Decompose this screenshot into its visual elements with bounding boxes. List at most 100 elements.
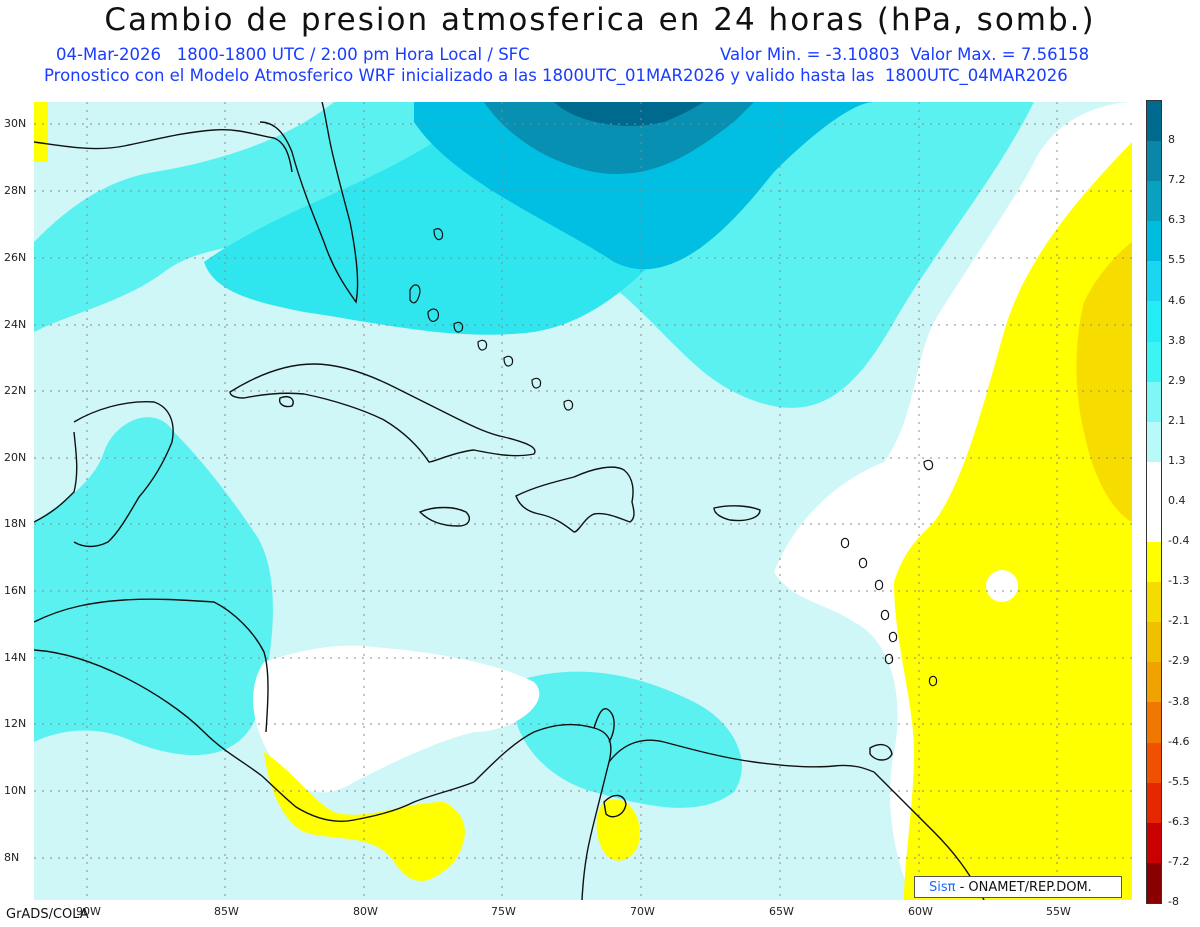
yellow-region-east [894, 142, 1132, 900]
jamaica [418, 506, 470, 527]
lon-label-70w: 70W [630, 905, 655, 918]
central-america [34, 649, 475, 822]
lon-label-85w: 85W [214, 905, 239, 918]
colorbar-label: 5.5 [1168, 253, 1186, 267]
yellow-region-panama [264, 752, 465, 881]
map-canvas [34, 102, 1132, 900]
colorbar-swatch [1147, 782, 1161, 823]
lon-grid [86, 102, 1058, 900]
map-subtitle-validity: 04-Mar-2026 1800-1800 UTC / 2:00 pm Hora… [56, 45, 1089, 64]
colorbar-label: 0.4 [1168, 494, 1186, 507]
colorbar-swatch [1147, 381, 1161, 422]
lon-label-55w: 55W [1046, 905, 1071, 918]
deeper-cyan-region [484, 102, 754, 174]
colombia-coast [473, 723, 612, 900]
colorbar-label: -2.9 [1168, 654, 1190, 668]
hispaniola [515, 466, 635, 533]
lat-label-26n: 26N [4, 251, 27, 264]
colorbar-label: -5.5 [1168, 774, 1190, 788]
lat-label-16n: 16N [4, 584, 27, 597]
lon-label-65w: 65W [769, 905, 794, 918]
colorbar-swatch [1147, 622, 1161, 663]
lat-label-14n: 14N [4, 651, 27, 664]
guajira [593, 708, 615, 743]
colorbar-swatch [1147, 301, 1161, 342]
gold-region-east [1076, 242, 1132, 522]
colorbar-swatch [1147, 461, 1161, 502]
lat-label-12n: 12N [4, 717, 27, 730]
colorbar-label: 3.8 [1168, 333, 1186, 347]
central-america-caribbean [34, 598, 269, 733]
pressure-change-map [34, 102, 1132, 900]
lat-label-24n: 24N [4, 318, 27, 331]
colorbar-label: 8 [1168, 133, 1175, 147]
colorbar-label: -1.3 [1168, 574, 1190, 588]
cuba [229, 363, 536, 463]
maracaibo-lake [603, 794, 627, 818]
bahamas-islands [409, 228, 574, 411]
lat-label-8n: 8N [4, 851, 20, 864]
lon-label-80w: 80W [353, 905, 378, 918]
colorbar-swatch [1147, 582, 1161, 623]
colorbar-swatch [1147, 101, 1161, 142]
lon-label-90w: 90W [76, 905, 101, 918]
colorbar-label: -8 [1168, 895, 1179, 908]
colorbar-label: -4.6 [1168, 734, 1190, 748]
lat-label-22n: 22N [4, 384, 27, 397]
colorbar-label: 7.2 [1168, 173, 1186, 187]
colorbar-swatch [1147, 141, 1161, 182]
yucatan [73, 401, 174, 548]
colorbar-swatch [1147, 822, 1161, 863]
colorbar-swatch [1147, 221, 1161, 262]
colorbar-swatch [1147, 862, 1161, 903]
colorbar-swatch [1147, 341, 1161, 382]
medium-cyan-region-south [512, 671, 742, 808]
medium-cyan-region [34, 102, 1034, 408]
colorbar-swatch [1147, 662, 1161, 703]
lat-label-10n: 10N [4, 784, 27, 797]
lon-label-60w: 60W [908, 905, 933, 918]
deepest-cyan-region [554, 102, 704, 126]
min-max-text: Valor Min. = -3.10803 Valor Max. = 7.561… [720, 45, 1090, 64]
colorbar-label: -2.1 [1168, 614, 1190, 628]
colorbar-swatch [1147, 702, 1161, 743]
lesser-antilles [840, 459, 938, 687]
lon-label-75w: 75W [491, 905, 516, 918]
venezuela-coast [608, 739, 875, 773]
us-gulf-coast [34, 128, 293, 173]
puerto-rico [713, 505, 761, 522]
colorbar-swatch [1147, 421, 1161, 462]
colorbar-label: 2.1 [1168, 413, 1186, 427]
yellow-region-venezuela [596, 799, 640, 861]
isle-of-youth [278, 396, 294, 408]
colorbar-swatch [1147, 742, 1161, 783]
colorbar-swatch [1147, 501, 1161, 543]
colorbar-label: 2.9 [1168, 373, 1186, 387]
colorbar-label: -0.4 [1168, 534, 1190, 548]
lat-label-18n: 18N [4, 517, 27, 530]
sispi-logo-text: - ONAMET/REP.DOM. [955, 880, 1092, 895]
medium-cyan-region-west [34, 417, 273, 756]
colorbar-label: -6.3 [1168, 814, 1190, 828]
lat-label-28n: 28N [4, 184, 27, 197]
white-hole-east [986, 570, 1018, 602]
colorbar-label: 4.6 [1168, 293, 1186, 307]
sispi-logo-brand: Sisπ [929, 880, 956, 895]
colorbar-label: -7.2 [1168, 854, 1190, 868]
sispi-logo-box: Sisπ - ONAMET/REP.DOM. [914, 876, 1122, 898]
colorbar-label: 1.3 [1168, 453, 1186, 467]
map-title: Cambio de presion atmosferica en 24 hora… [104, 2, 1096, 38]
colorbar-label: -3.8 [1168, 694, 1190, 708]
colorbar-swatch [1147, 261, 1161, 302]
white-region-central [253, 645, 540, 793]
colorbar-swatch [1147, 542, 1161, 583]
florida-peninsula [259, 102, 359, 304]
lat-label-20n: 20N [4, 451, 27, 464]
map-subtitle-model: Pronostico con el Modelo Atmosferico WRF… [44, 66, 1068, 85]
colorbar [1146, 100, 1162, 904]
colorbar-label: 6.3 [1168, 213, 1186, 227]
lat-label-30n: 30N [4, 117, 27, 130]
trinidad [869, 743, 893, 761]
validity-text: 04-Mar-2026 1800-1800 UTC / 2:00 pm Hora… [56, 45, 530, 64]
grads-credit: GrADS/COLA [6, 907, 89, 922]
